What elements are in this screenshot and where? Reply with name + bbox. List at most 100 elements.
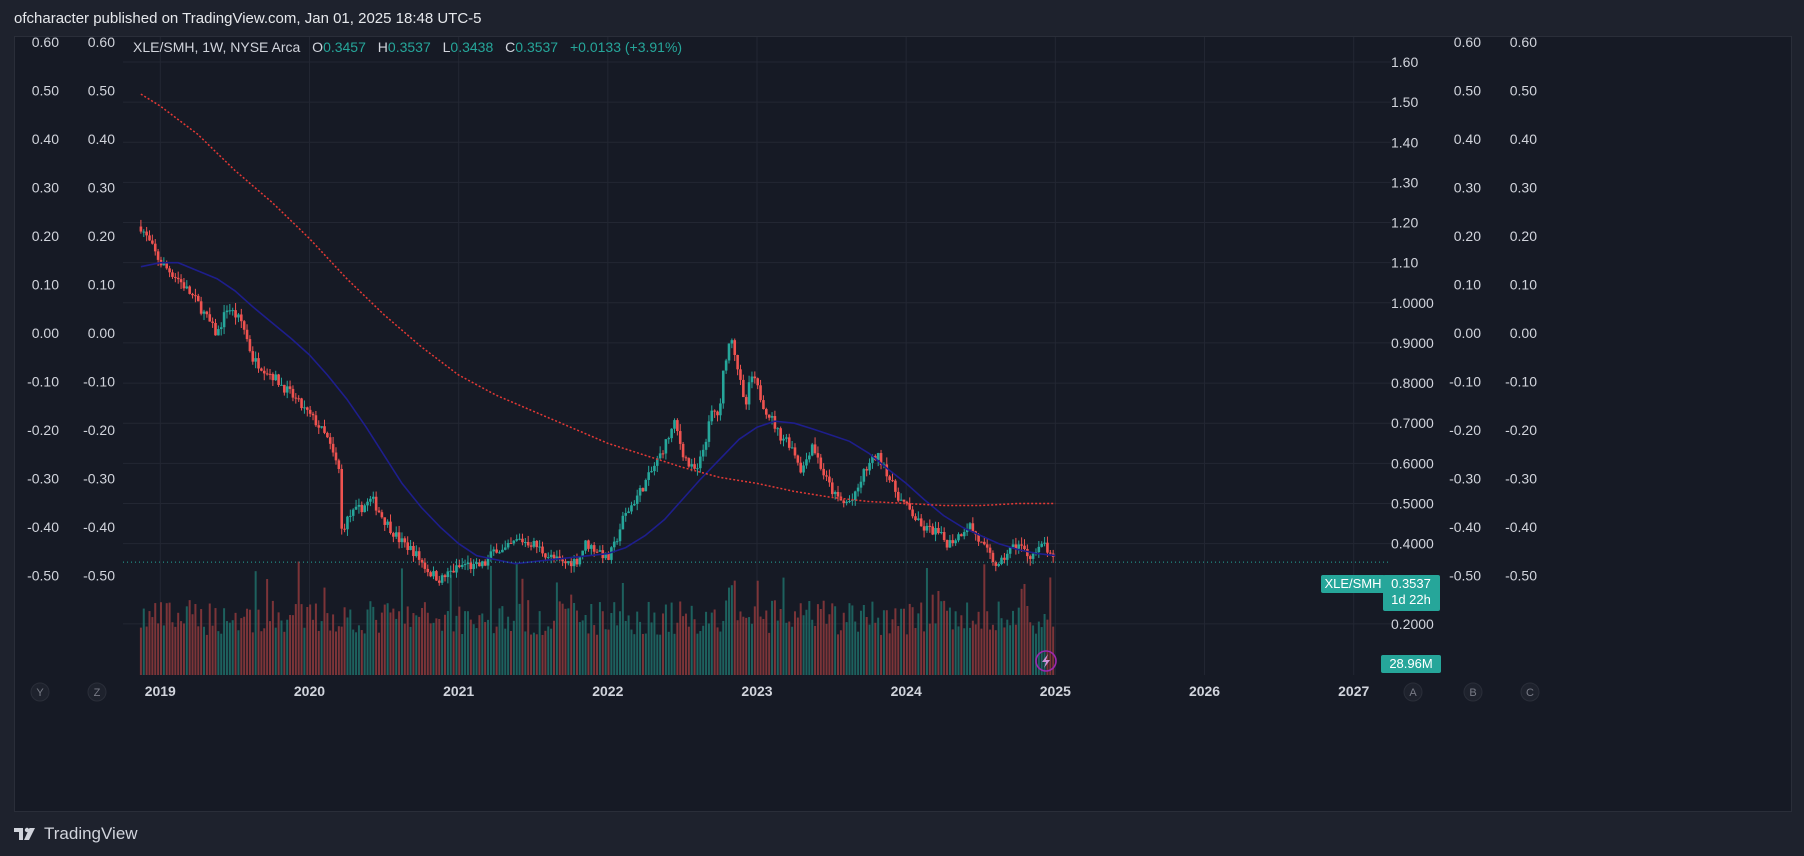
volume-bar — [859, 610, 862, 675]
legend-symbol: XLE/SMH, 1W, NYSE Arca — [133, 39, 300, 55]
candle-body — [825, 475, 828, 477]
volume-bar — [845, 622, 848, 675]
candle-body — [248, 339, 252, 352]
candle-body — [612, 541, 616, 548]
volume-bar — [575, 610, 578, 675]
candle-body — [392, 533, 395, 537]
candle-body — [934, 527, 937, 535]
candle-body — [458, 565, 461, 567]
volume-bar — [914, 628, 917, 675]
candle-body — [699, 456, 702, 469]
chart-grid — [123, 37, 1391, 675]
price-scale-label: 0.7000 — [1391, 415, 1434, 431]
symbol-tag-text: XLE/SMH — [1324, 576, 1381, 591]
footer-bar — [0, 812, 1804, 856]
volume-bar — [578, 622, 581, 675]
volume-bar — [613, 602, 616, 675]
volume-bar — [426, 612, 429, 675]
tradingview-brand[interactable]: TradingView — [14, 824, 138, 844]
volume-bar — [636, 611, 639, 675]
volume-bar — [429, 623, 432, 675]
outer-scale-right-label: 0.30 — [1454, 180, 1481, 196]
volume-bar — [624, 620, 627, 675]
outer-scale-left[interactable]: 0.60 0.50 0.40 0.30 0.20 0.10 0.00 -0.10 -0.20 -0… — [27, 37, 59, 584]
volume-bar — [593, 625, 596, 675]
volume-bar — [994, 630, 997, 675]
outer-scale-right-label: 0.10 — [1454, 277, 1481, 293]
price-scale[interactable]: 1.60 1.50 1.40 1.30 1.20 1.10 1.0000 0.9000 0.80… — [1391, 54, 1434, 632]
volume-bar — [699, 631, 702, 675]
outer-scale-right[interactable]: 0.60 0.50 0.40 0.30 0.20 0.10 0.00 -0.10 -0.20 -0… — [1449, 37, 1481, 584]
volume-bar — [223, 608, 226, 675]
time-scale[interactable]: 2019 2020 2021 2022 2023 2024 2025 2026 2027 — [145, 683, 1370, 699]
volume-bar — [323, 587, 326, 675]
volume-bar — [808, 601, 811, 675]
volume-bar — [627, 615, 630, 675]
candle-body — [303, 407, 306, 409]
chart-frame: 0.60 0.50 0.40 0.30 0.20 0.10 0.00 -0.10 -0.20 -0… — [14, 36, 1792, 812]
candle-body — [891, 480, 894, 482]
candle-body — [176, 277, 180, 280]
candle-body — [994, 562, 998, 566]
legend-high: 0.3537 — [388, 39, 431, 55]
bottom-right-buttons[interactable]: A B C — [1403, 682, 1540, 702]
volume-bar — [991, 624, 994, 675]
volume-bar — [644, 633, 647, 675]
volume-bar — [885, 610, 888, 675]
candle-body — [380, 512, 384, 518]
legend-low: 0.3438 — [450, 39, 493, 55]
candle-body — [635, 495, 639, 504]
volume-bar — [748, 617, 751, 675]
volume-bar — [326, 613, 329, 675]
volume-bar — [765, 610, 768, 675]
candle-body — [546, 557, 550, 559]
lightning-icon[interactable] — [1035, 650, 1057, 672]
volume-bar — [312, 619, 315, 675]
time-scale-label: 2021 — [443, 683, 474, 699]
price-badge-countdown: 1d 22h — [1391, 592, 1431, 607]
candle-body — [311, 413, 315, 416]
candle-body — [1017, 544, 1021, 549]
candle-body — [280, 384, 283, 386]
volume-bar — [240, 618, 243, 675]
candle-body — [822, 468, 825, 476]
volume-bar — [418, 616, 421, 675]
candle-body — [655, 458, 659, 466]
candle-body — [297, 398, 300, 400]
candle-body — [509, 542, 513, 544]
inner-scale-left[interactable]: 0.60 0.50 0.40 0.30 0.20 0.10 0.00 -0.10 -0.20 -0… — [83, 37, 115, 584]
chart-canvas[interactable]: 0.60 0.50 0.40 0.30 0.20 0.10 0.00 -0.10 -0.20 -0… — [15, 37, 1791, 811]
volume-bar — [902, 608, 905, 675]
volume-bar — [243, 616, 246, 675]
candle-body — [569, 561, 573, 567]
volume-bar — [214, 608, 217, 675]
volume-bar — [871, 601, 874, 675]
volume-bar — [630, 629, 633, 675]
volume-bar — [868, 624, 871, 675]
volume-bar — [162, 625, 165, 675]
candle-body — [595, 551, 599, 553]
candle-body — [194, 295, 197, 297]
candle-body — [351, 509, 355, 516]
inner-scale-left-label: -0.10 — [83, 374, 115, 390]
candle-body — [650, 471, 653, 473]
scale-button-label: C — [1526, 687, 1534, 699]
volume-bar — [785, 622, 788, 675]
outer-scale-right-label: 0.50 — [1454, 83, 1481, 99]
candle-body — [1046, 542, 1049, 553]
outer-scale-right-2[interactable]: 0.60 0.50 0.40 0.30 0.20 0.10 0.00 -0.10 -0.20 -0… — [1505, 37, 1537, 584]
candle-body — [919, 518, 923, 527]
volume-bar — [501, 606, 504, 675]
volume-bar — [283, 631, 286, 675]
volume-bar — [251, 632, 254, 675]
candle-body — [865, 469, 869, 471]
volume-bar — [1032, 625, 1035, 675]
volume-bar — [564, 608, 567, 675]
candle-body — [876, 453, 880, 460]
volume-bar — [1043, 614, 1046, 675]
candle-body — [432, 571, 435, 577]
candle-body — [320, 426, 323, 428]
volume-bar — [596, 634, 599, 675]
outer-scale-left-label: -0.30 — [27, 471, 59, 487]
